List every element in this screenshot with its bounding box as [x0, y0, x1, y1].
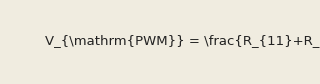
Text: V_{\mathrm{PWM}} = \frac{R_{11}+R_{12}}{R_{11}}\left[\frac{R_{14}R_{15}}{R_{13}(: V_{\mathrm{PWM}} = \frac{R_{11}+R_{12}}{…: [45, 35, 320, 48]
